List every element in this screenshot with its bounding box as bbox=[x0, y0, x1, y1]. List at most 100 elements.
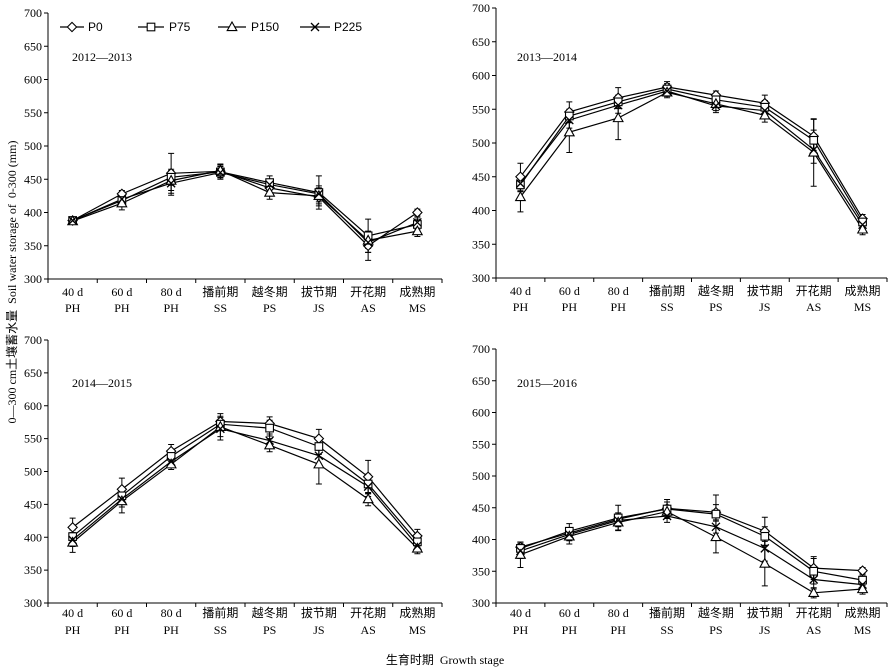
category-code-label: PH bbox=[65, 623, 81, 637]
y-axis-title: 0—300 cm土壤蓄水量 Soil water storage of 0-30… bbox=[4, 141, 19, 424]
y-tick-label: 600 bbox=[24, 399, 42, 413]
legend: P0 P75 P150 P225 bbox=[60, 20, 362, 34]
data-point-P225 bbox=[363, 237, 373, 247]
legend-marker-P75 bbox=[146, 22, 156, 32]
category-code-label: PH bbox=[611, 300, 627, 314]
y-tick-label: 300 bbox=[472, 271, 490, 285]
data-point-P225 bbox=[314, 189, 324, 199]
data-point-P225 bbox=[613, 100, 623, 110]
y-tick-label: 700 bbox=[472, 342, 490, 356]
category-label: 播前期 bbox=[202, 284, 238, 299]
data-point-P225 bbox=[215, 168, 225, 178]
category-label: 播前期 bbox=[649, 605, 685, 620]
category-code-label: PS bbox=[709, 300, 722, 314]
category-code-label: JS bbox=[759, 623, 770, 637]
y-tick-label: 650 bbox=[472, 35, 490, 49]
data-point-P75 bbox=[363, 479, 373, 489]
legend-item-P0: P0 bbox=[60, 20, 103, 34]
category-label: 80 d bbox=[608, 606, 629, 620]
data-point-P0 bbox=[857, 565, 868, 576]
category-label: 60 d bbox=[111, 606, 132, 620]
series-line-P225 bbox=[520, 515, 863, 586]
y-tick-label: 600 bbox=[472, 69, 490, 83]
data-point-P150 bbox=[612, 516, 624, 527]
data-point-P0 bbox=[313, 433, 325, 445]
data-point-P225 bbox=[166, 457, 176, 467]
y-tick-label: 550 bbox=[24, 106, 42, 120]
data-point-P150 bbox=[759, 109, 771, 120]
category-label: 成熟期 bbox=[845, 605, 881, 620]
legend-label: P0 bbox=[88, 20, 103, 34]
legend-item-P225: P225 bbox=[300, 20, 362, 34]
category-code-label: PH bbox=[114, 301, 130, 315]
data-point-P225 bbox=[809, 575, 819, 584]
y-tick-label: 400 bbox=[24, 530, 42, 544]
series-line-P225 bbox=[72, 171, 418, 244]
chart-panel: 300 350 400 450 500 550 600 650 700 40 d PH 60 d PH 8… bbox=[24, 6, 443, 315]
y-tick-label: 700 bbox=[24, 333, 42, 347]
data-point-P225 bbox=[314, 451, 324, 461]
data-point-P225 bbox=[711, 522, 721, 532]
category-label: 开花期 bbox=[796, 283, 832, 298]
y-tick-label: 650 bbox=[472, 374, 490, 388]
category-code-label: AS bbox=[360, 623, 375, 637]
legend-label: P150 bbox=[251, 20, 279, 34]
category-code-label: SS bbox=[214, 623, 227, 637]
data-point-P150 bbox=[807, 146, 820, 157]
data-point-P150 bbox=[856, 223, 869, 234]
y-tick-label: 400 bbox=[472, 533, 490, 547]
legend-item-P75: P75 bbox=[138, 20, 191, 34]
data-point-P225 bbox=[858, 220, 868, 230]
category-code-label: PH bbox=[163, 623, 179, 637]
data-point-P150 bbox=[563, 126, 576, 137]
data-point-P75 bbox=[809, 135, 819, 145]
category-code-label: PH bbox=[513, 300, 529, 314]
series-line-P0 bbox=[520, 507, 863, 572]
data-point-P150 bbox=[856, 582, 869, 594]
y-tick-label: 350 bbox=[472, 237, 490, 251]
category-code-label: SS bbox=[214, 301, 227, 315]
category-label: 80 d bbox=[161, 285, 182, 299]
panel-title: 2015—2016 bbox=[517, 376, 577, 390]
data-point-P225 bbox=[662, 511, 672, 521]
y-tick-label: 550 bbox=[24, 432, 42, 446]
data-point-P75 bbox=[809, 566, 819, 576]
category-label: 越冬期 bbox=[698, 283, 734, 298]
data-point-P150 bbox=[362, 492, 374, 504]
category-label: 60 d bbox=[559, 606, 580, 620]
y-tick-label: 550 bbox=[472, 437, 490, 451]
category-label: 越冬期 bbox=[252, 284, 288, 299]
series-line-P225 bbox=[72, 428, 418, 547]
category-label: 80 d bbox=[608, 284, 629, 298]
data-point-P225 bbox=[760, 106, 770, 116]
data-point-P150 bbox=[411, 224, 424, 236]
category-label: 开花期 bbox=[350, 605, 386, 620]
category-label: 40 d bbox=[510, 284, 531, 298]
data-point-P0 bbox=[67, 522, 79, 533]
y-tick-label: 700 bbox=[24, 6, 42, 20]
series-line-P150 bbox=[72, 426, 418, 549]
y-tick-label: 400 bbox=[24, 206, 42, 220]
data-point-P225 bbox=[68, 216, 78, 225]
legend-marker-P225 bbox=[310, 22, 320, 32]
y-tick-label: 450 bbox=[472, 501, 490, 515]
category-code-label: PS bbox=[263, 623, 276, 637]
legend-item-P150: P150 bbox=[218, 20, 279, 34]
data-point-P225 bbox=[711, 101, 721, 111]
category-code-label: AS bbox=[806, 300, 821, 314]
series-line-P150 bbox=[72, 169, 418, 242]
category-label: 拔节期 bbox=[747, 605, 783, 620]
data-point-P75 bbox=[760, 531, 770, 541]
y-tick-label: 650 bbox=[24, 39, 42, 53]
legend-label: P225 bbox=[334, 20, 362, 34]
chart-panel: 300 350 400 450 500 550 600 650 700 40 d PH 60 d PH 8… bbox=[472, 1, 888, 314]
series-line-P75 bbox=[520, 508, 863, 581]
category-code-label: PH bbox=[513, 623, 529, 637]
data-point-P225 bbox=[117, 194, 127, 204]
category-code-label: PS bbox=[709, 623, 722, 637]
data-point-P225 bbox=[412, 218, 422, 227]
y-tick-label: 550 bbox=[472, 102, 490, 116]
category-code-label: PH bbox=[114, 623, 130, 637]
category-code-label: SS bbox=[660, 300, 673, 314]
